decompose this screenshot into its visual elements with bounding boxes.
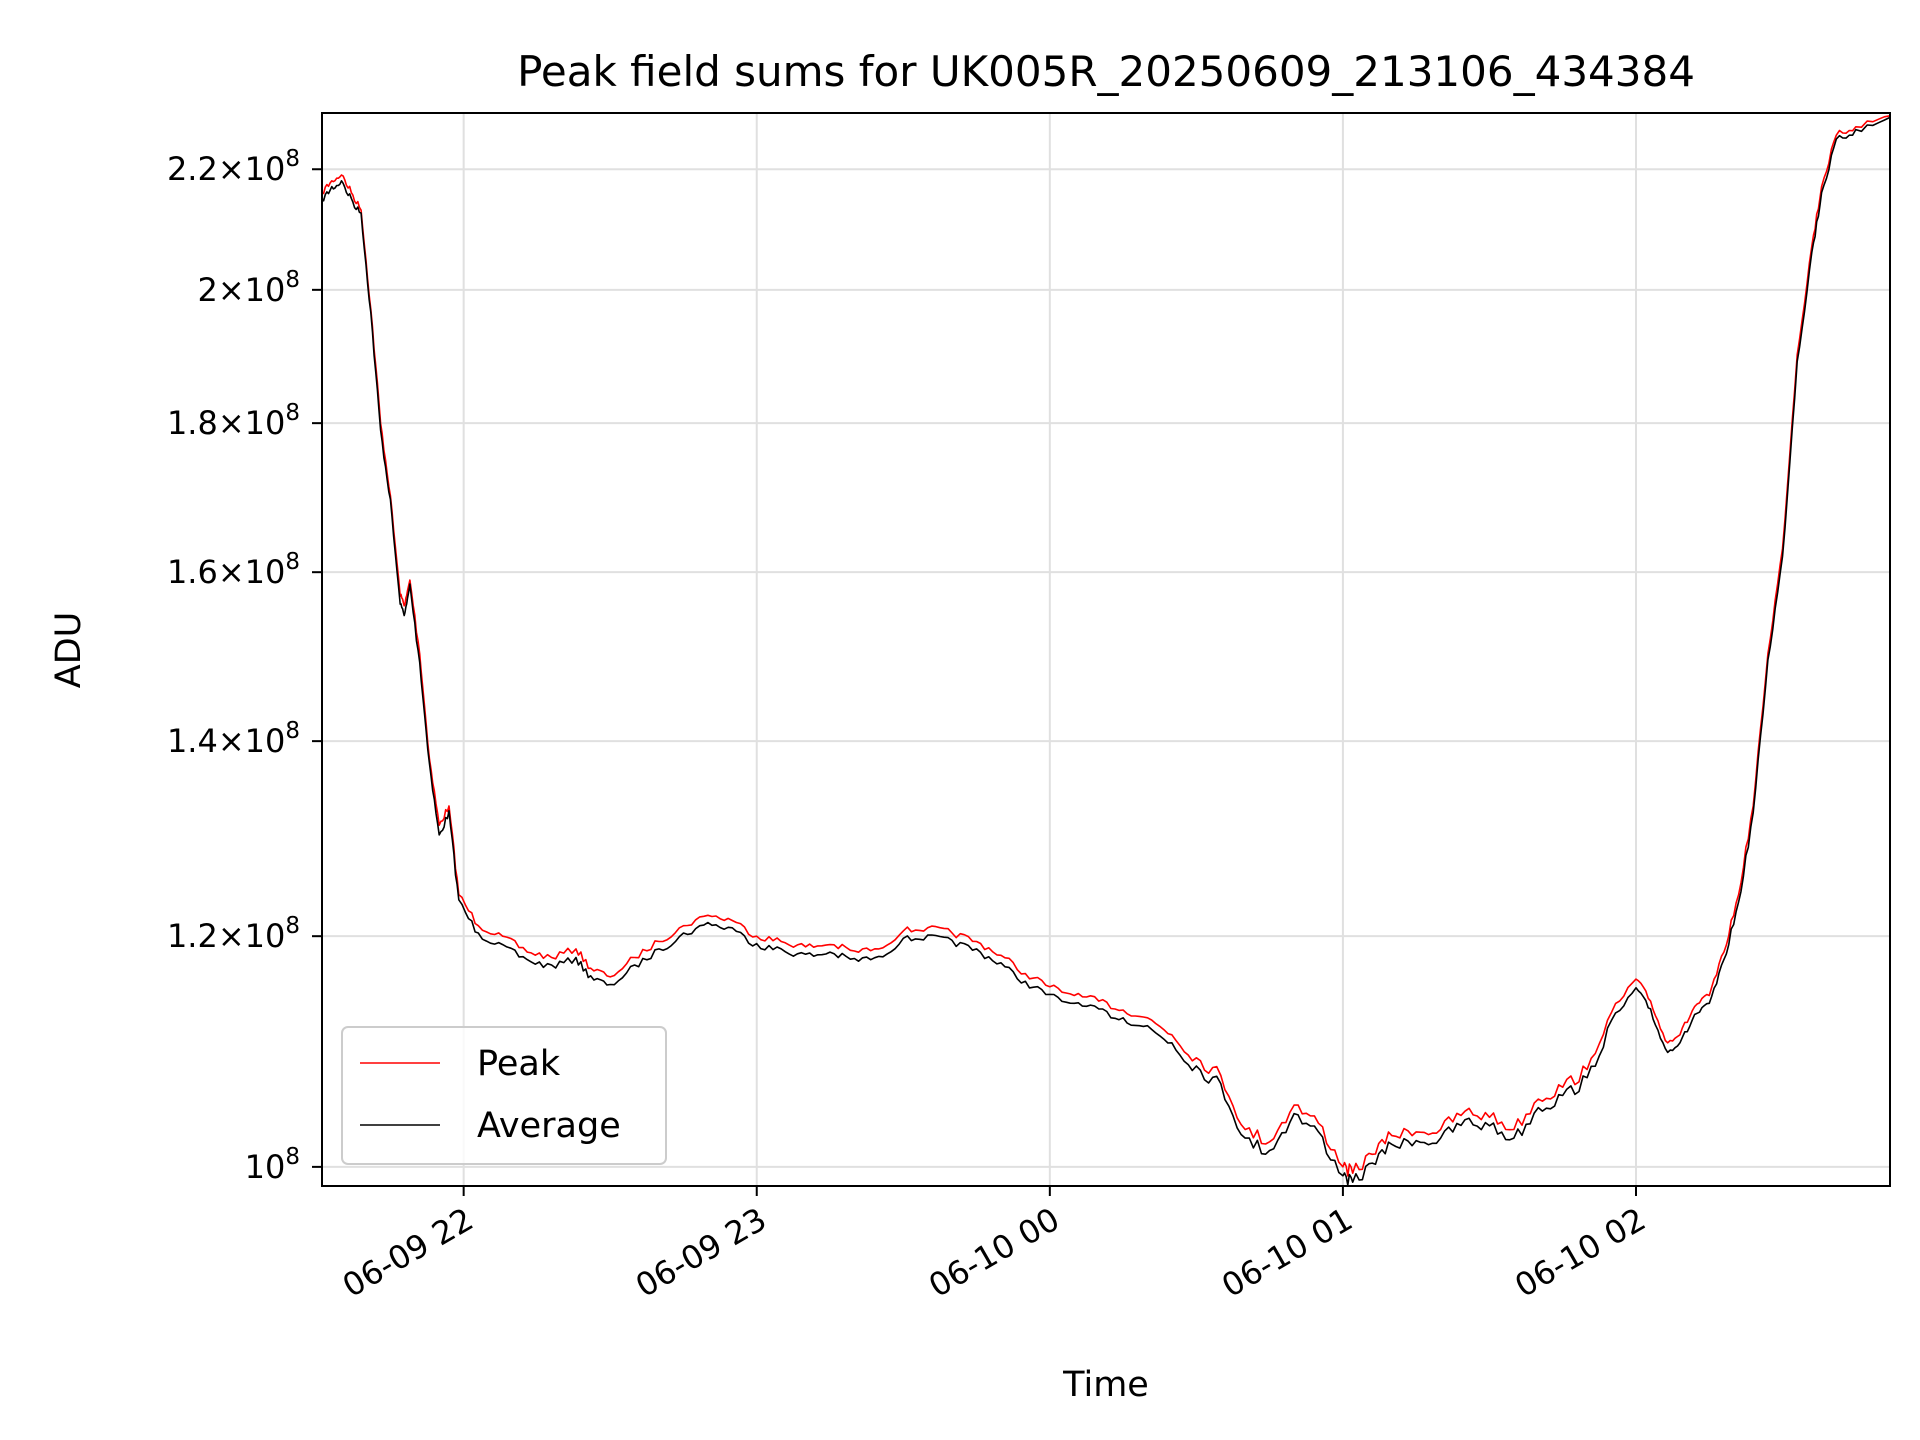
y-tick-label: 2.2×108 (167, 146, 300, 188)
series-line-average (321, 116, 1891, 1186)
legend-label-average: Average (477, 1106, 621, 1146)
legend: Peak Average (341, 1026, 667, 1165)
y-tick-label: 2×108 (197, 267, 300, 309)
legend-box (341, 1026, 667, 1165)
x-axis-label: Time (1062, 1365, 1149, 1405)
legend-label-peak: Peak (477, 1044, 561, 1084)
y-tick-label: 1.6×108 (167, 549, 300, 591)
grid-layer (322, 113, 1890, 1186)
y-axis: 108 1.2×108 1.4×108 1.6×108 1.8×108 2×108 2.2×… (167, 146, 322, 1186)
y-axis-label: ADU (49, 612, 89, 689)
y-tick-label: 108 (245, 1144, 300, 1186)
series-line-peak (321, 115, 1891, 1177)
y-tick-label: 1.8×108 (167, 400, 300, 442)
chart-title: Peak field sums for UK005R_20250609_2131… (517, 47, 1695, 96)
y-tick-label: 1.2×108 (167, 913, 300, 955)
plot-frame (321, 112, 1891, 1187)
series-layer (321, 115, 1891, 1186)
y-tick-label: 1.4×108 (167, 718, 300, 760)
